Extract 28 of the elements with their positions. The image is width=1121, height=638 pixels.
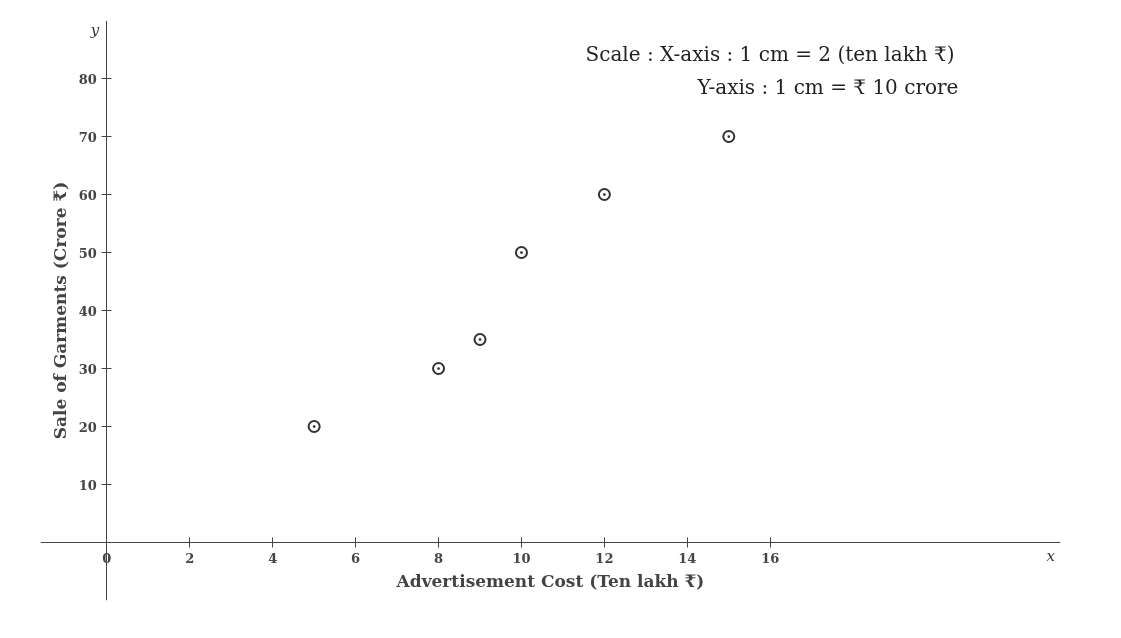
x-tick-label: 8 xyxy=(434,550,444,566)
x-tick-label: 14 xyxy=(678,550,697,566)
point xyxy=(597,188,611,201)
point xyxy=(473,333,487,346)
x-tick-label: 4 xyxy=(268,550,278,566)
point xyxy=(722,130,736,143)
annotation: y xyxy=(89,20,100,39)
y-tick-label: 30 xyxy=(78,361,97,377)
annotation: Scale : X-axis : 1 cm = 2 (ten lakh ₹) xyxy=(585,41,955,66)
x-tick-label: 16 xyxy=(761,550,780,566)
point xyxy=(514,246,528,259)
y-tick-label: 20 xyxy=(78,419,97,435)
x-tick-label: 6 xyxy=(351,550,361,566)
annotation: x xyxy=(1046,546,1056,565)
x-tick-label: 2 xyxy=(185,550,195,566)
y-tick-label: 60 xyxy=(78,187,97,203)
y-axis-title: Sale of Garments (Crore ₹) xyxy=(50,181,71,440)
point xyxy=(307,420,321,433)
y-tick-label: 40 xyxy=(78,303,97,319)
x-tick-label: 12 xyxy=(595,550,614,566)
y-tick-label: 80 xyxy=(78,71,97,87)
y-tick-label: 10 xyxy=(78,477,97,493)
y-tick-label: 50 xyxy=(78,245,97,261)
x-axis-title: Advertisement Cost (Ten lakh ₹) xyxy=(395,570,705,591)
annotation: Y-axis : 1 cm = ₹ 10 crore xyxy=(696,74,959,99)
x-tick-label: 10 xyxy=(512,550,531,566)
y-tick-label: 70 xyxy=(78,129,97,145)
point xyxy=(432,362,446,375)
